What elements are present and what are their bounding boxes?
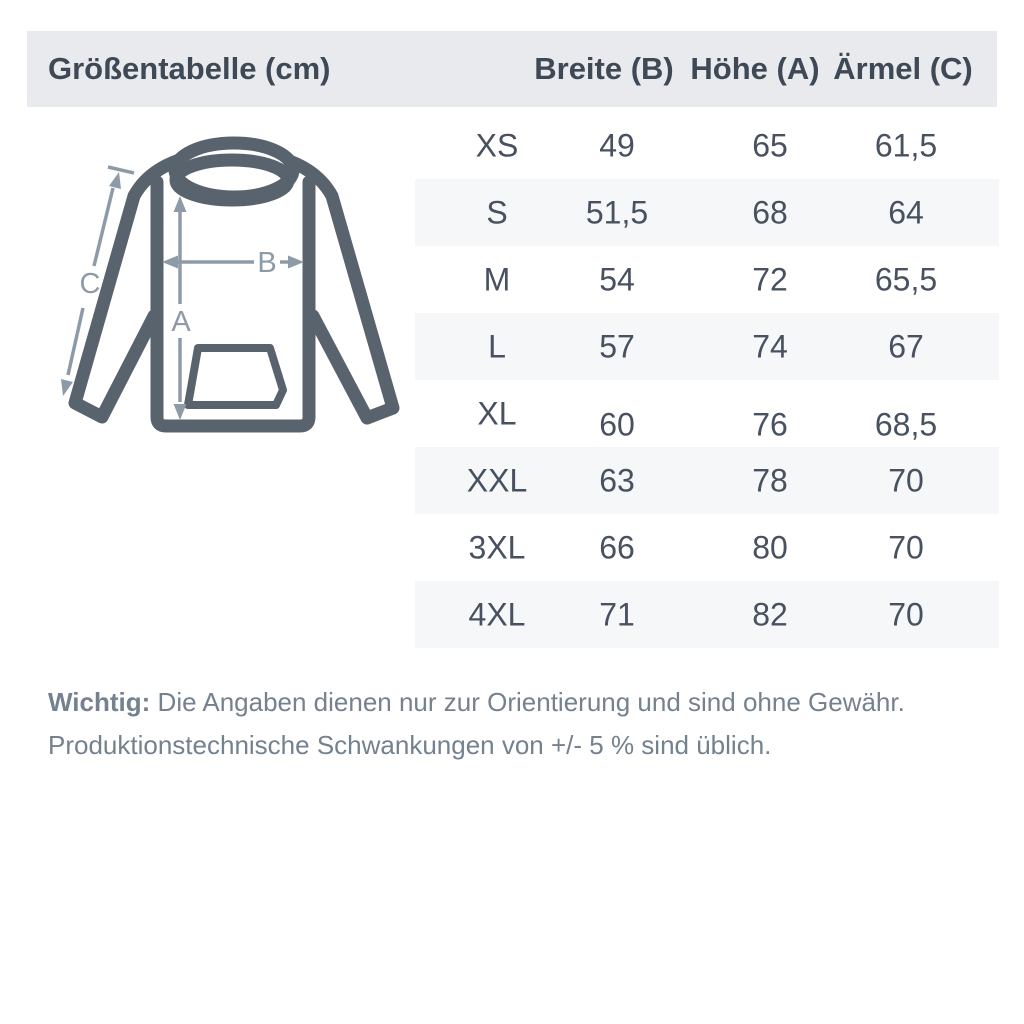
size-label: 3XL bbox=[468, 529, 526, 565]
hoehe-value: 78 bbox=[752, 462, 788, 498]
breite-value: 60 bbox=[599, 406, 635, 442]
disclaimer-line-2: Produktionstechnische Schwankungen von +… bbox=[48, 730, 772, 760]
dimension-arrow-lines bbox=[66, 165, 290, 402]
size-label: M bbox=[483, 261, 511, 297]
size-label: L bbox=[488, 328, 506, 364]
column-header-aermel: Ärmel (C) bbox=[833, 51, 973, 86]
hoehe-value: 82 bbox=[752, 596, 788, 632]
hoehe-value: 65 bbox=[752, 127, 788, 163]
page-title: Größentabelle (cm) bbox=[48, 51, 331, 86]
size-label: S bbox=[486, 194, 508, 230]
hoehe-value: 74 bbox=[752, 328, 788, 364]
dimension-arrowheads bbox=[61, 172, 304, 420]
hoehe-value: 72 bbox=[752, 261, 788, 297]
size-label: 4XL bbox=[468, 596, 526, 632]
aermel-value: 64 bbox=[888, 194, 924, 230]
breite-value: 51,5 bbox=[585, 194, 649, 230]
column-header-hoehe: Höhe (A) bbox=[690, 51, 820, 86]
hoodie-outline-icon bbox=[68, 136, 400, 433]
column-header-breite: Breite (B) bbox=[534, 51, 674, 86]
label-b: B bbox=[257, 247, 276, 279]
breite-value: 49 bbox=[599, 127, 635, 163]
size-table-rows: XS 49 65 61,5 S 51,5 68 64 M 54 72 65,5 … bbox=[415, 112, 999, 648]
dimension-labels: A B C bbox=[80, 247, 277, 338]
hoehe-value: 76 bbox=[752, 406, 788, 442]
disclaimer-label: Wichtig: bbox=[48, 687, 151, 717]
table-row: XXL 63 78 70 bbox=[415, 447, 999, 514]
table-row: M 54 72 65,5 bbox=[415, 246, 999, 313]
table-row: L 57 74 67 bbox=[415, 313, 999, 380]
table-row: S 51,5 68 64 bbox=[415, 179, 999, 246]
aermel-value: 67 bbox=[888, 328, 924, 364]
breite-value: 57 bbox=[599, 328, 635, 364]
pocket-outline-icon bbox=[184, 344, 287, 409]
breite-value: 54 bbox=[599, 261, 635, 297]
aermel-value: 61,5 bbox=[874, 127, 938, 163]
breite-value: 71 bbox=[599, 596, 635, 632]
disclaimer-line-1: Wichtig: Die Angaben dienen nur zur Orie… bbox=[48, 681, 978, 724]
aermel-value: 70 bbox=[888, 529, 924, 565]
table-row: XL 60 76 68,5 bbox=[415, 380, 999, 447]
aermel-value: 68,5 bbox=[874, 406, 938, 442]
size-label: XXL bbox=[466, 462, 528, 498]
table-header: Größentabelle (cm) Breite (B) Höhe (A) Ä… bbox=[27, 31, 997, 107]
size-label: XS bbox=[475, 127, 519, 163]
label-a: A bbox=[171, 306, 191, 338]
aermel-value: 70 bbox=[888, 596, 924, 632]
aermel-value: 65,5 bbox=[874, 261, 938, 297]
label-c: C bbox=[80, 268, 101, 300]
breite-value: 63 bbox=[599, 462, 635, 498]
disclaimer-note: Wichtig: Die Angaben dienen nur zur Orie… bbox=[48, 681, 978, 767]
table-row: 4XL 71 82 70 bbox=[415, 581, 999, 648]
table-row: XS 49 65 61,5 bbox=[415, 112, 999, 179]
hoehe-value: 68 bbox=[752, 194, 788, 230]
size-label: XL bbox=[477, 395, 517, 431]
breite-value: 66 bbox=[599, 529, 635, 565]
disclaimer-text-1: Die Angaben dienen nur zur Orientierung … bbox=[157, 687, 905, 717]
hoehe-value: 80 bbox=[752, 529, 788, 565]
hoodie-measurement-diagram: A B C bbox=[61, 136, 400, 433]
aermel-value: 70 bbox=[888, 462, 924, 498]
table-row: 3XL 66 80 70 bbox=[415, 514, 999, 581]
